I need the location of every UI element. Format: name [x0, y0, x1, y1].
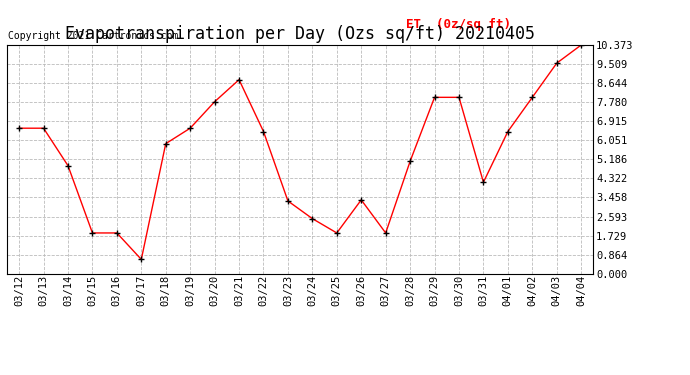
Text: ET  (0z/sq ft): ET (0z/sq ft)	[406, 18, 511, 31]
Title: Evapotranspiration per Day (Ozs sq/ft) 20210405: Evapotranspiration per Day (Ozs sq/ft) 2…	[65, 26, 535, 44]
Text: Copyright 2021 Cartronics.com: Copyright 2021 Cartronics.com	[8, 32, 179, 41]
